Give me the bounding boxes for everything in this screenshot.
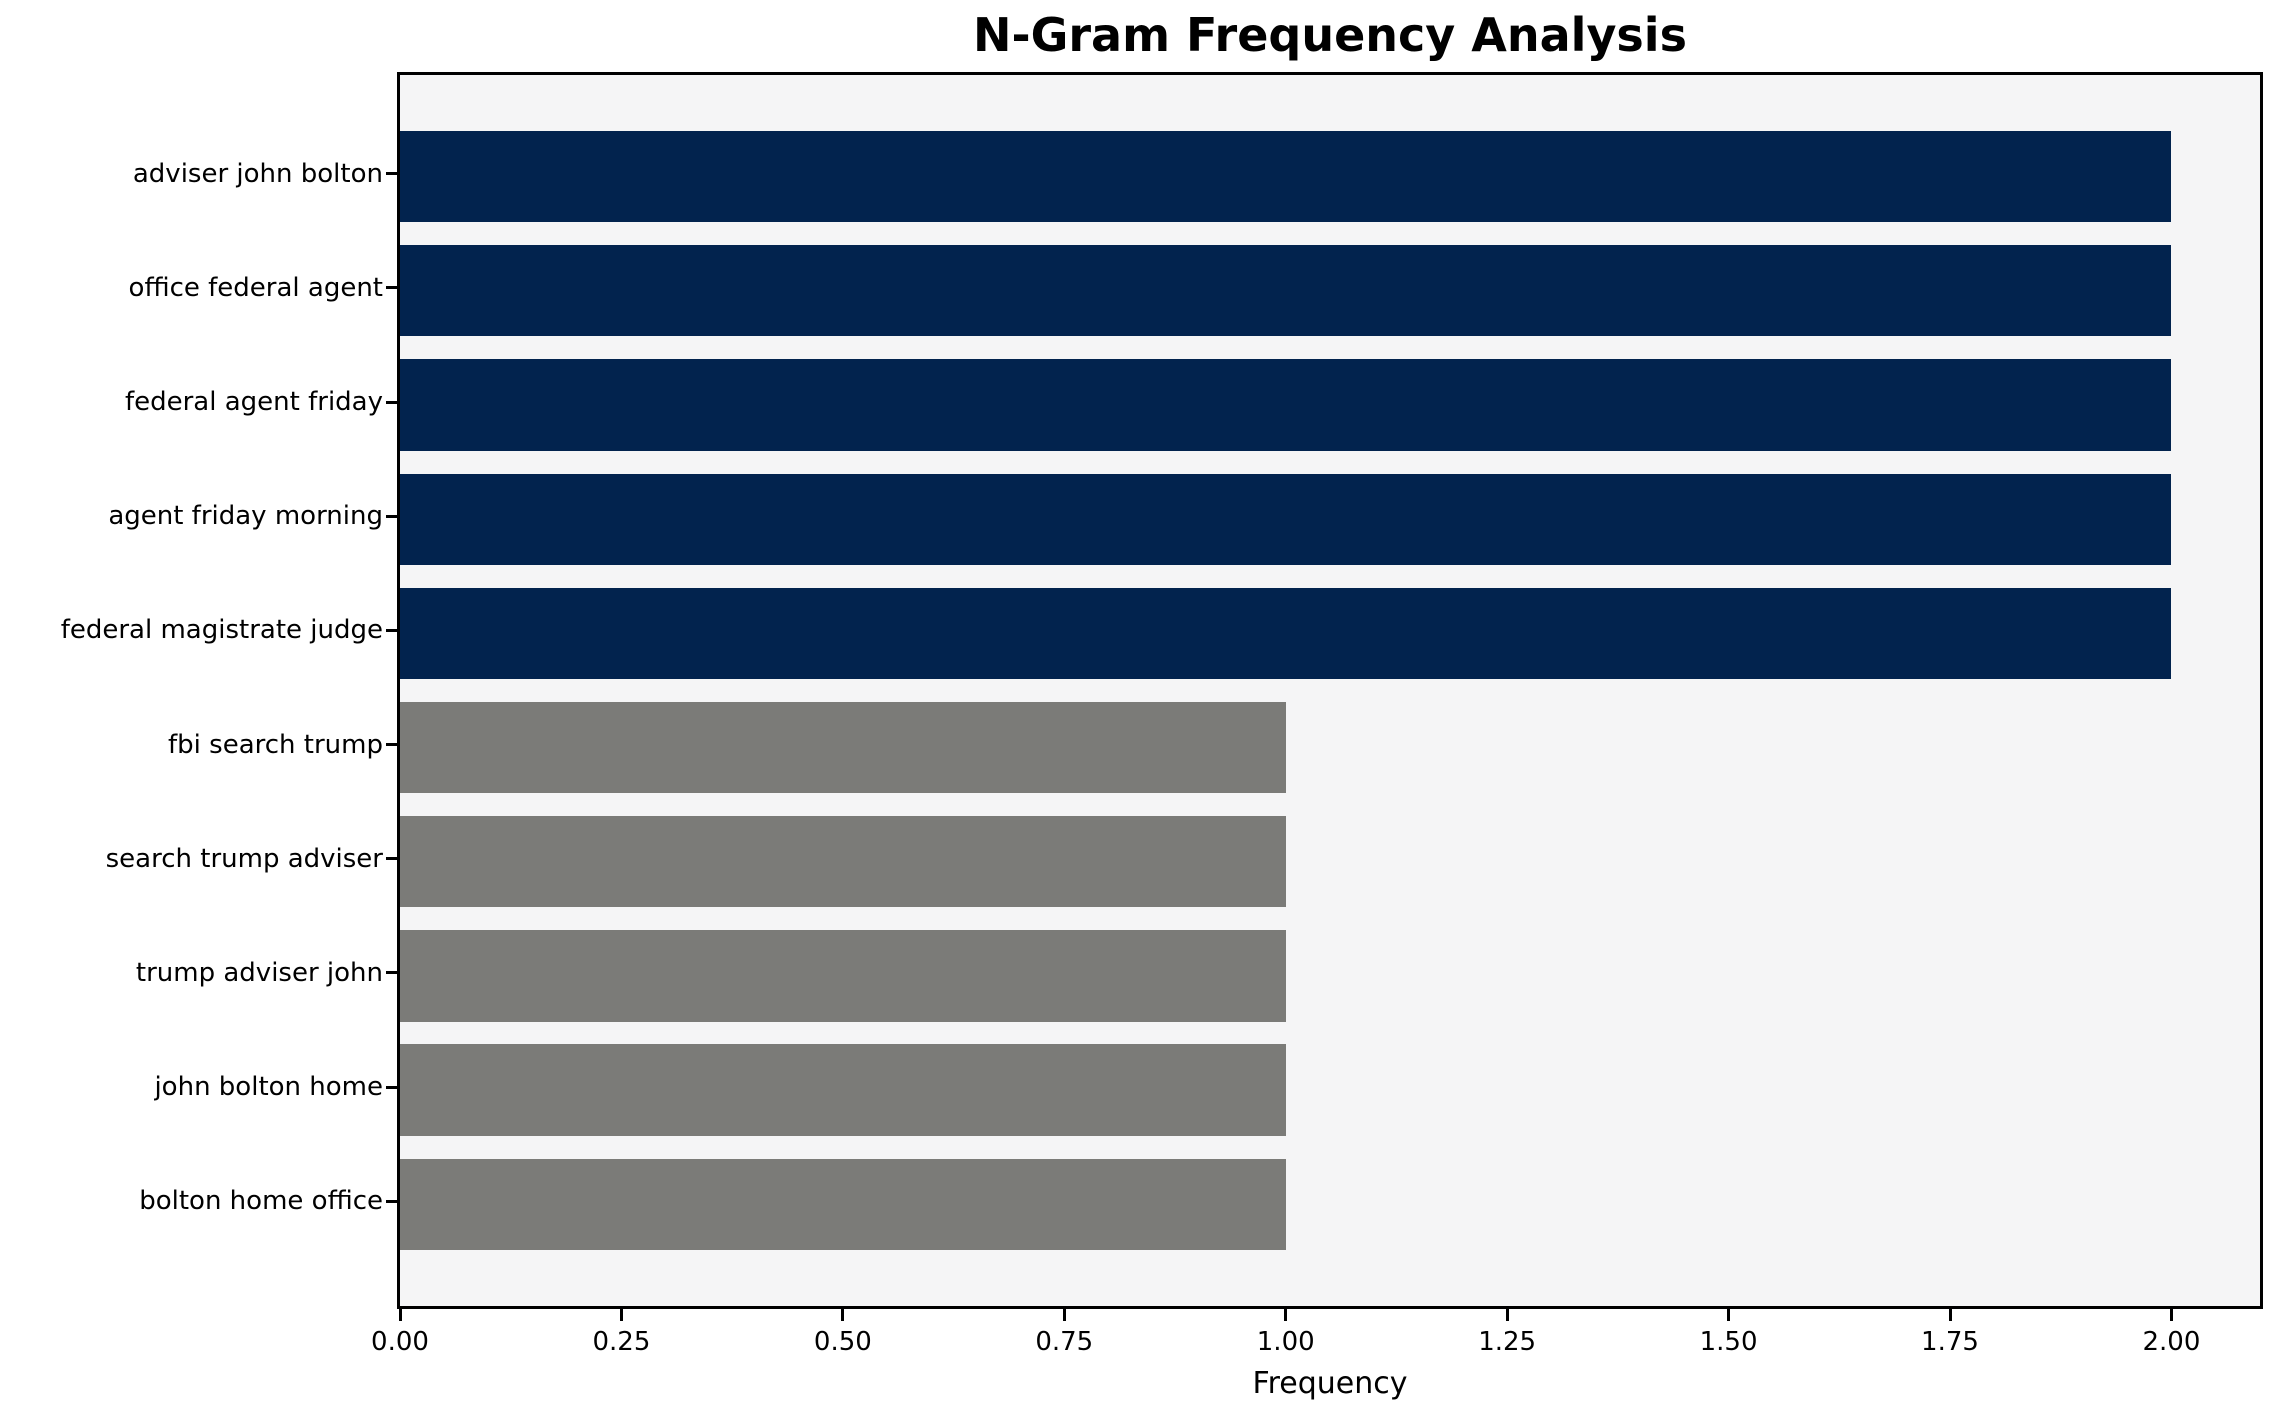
y-tick-label: agent friday morning [108,501,383,532]
x-axis-label: Frequency [1252,1366,1408,1401]
y-tick-label: bolton home office [139,1186,383,1217]
x-tick-mark [398,1309,402,1321]
y-tick-mark [386,628,397,632]
bar-fbi-search-trump [400,701,1286,794]
y-tick-label: john bolton home [154,1072,383,1103]
y-tick-label: search trump adviser [105,843,383,874]
x-tick-mark [1062,1309,1066,1321]
bar-federal-agent-friday [400,359,2172,451]
x-tick-mark [1948,1309,1952,1321]
x-tick-label: 1.75 [1921,1327,1979,1357]
chart-title: N-Gram Frequency Analysis [973,8,1687,62]
x-tick-mark [1284,1309,1288,1321]
y-tick-label: adviser john bolton [132,158,383,189]
y-tick-label: fbi search trump [168,729,383,760]
y-tick-label: federal magistrate judge [60,615,383,646]
y-tick-mark [386,743,397,747]
bar-office-federal-agent [400,245,2172,337]
y-tick-mark [386,286,397,290]
x-tick-label: 1.25 [1478,1327,1537,1357]
bar-agent-friday-morning [400,473,2172,565]
x-tick-label: 1.00 [1256,1327,1315,1357]
x-tick-label: 0.00 [371,1327,429,1357]
y-tick-mark [386,1085,397,1089]
y-tick-label: federal agent friday [124,387,383,418]
x-tick-mark [2169,1309,2173,1321]
y-tick-mark [386,172,397,176]
plot-area [397,72,2263,1309]
y-tick-mark [386,400,397,404]
bar-federal-magistrate-judge [400,587,2172,680]
y-tick-label: office federal agent [128,272,383,303]
x-tick-mark [1505,1309,1509,1321]
x-tick-label: 2.00 [2142,1327,2201,1357]
bar-bolton-home-office [400,1158,1286,1251]
x-tick-label: 0.75 [1035,1327,1094,1357]
x-tick-label: 0.25 [592,1327,651,1357]
x-tick-mark [841,1309,845,1321]
y-tick-mark [386,971,397,975]
bar-john-bolton-home [400,1044,1286,1136]
y-tick-mark [386,1199,397,1203]
x-tick-mark [619,1309,623,1321]
x-tick-mark [1727,1309,1731,1321]
y-tick-mark [386,857,397,861]
x-tick-label: 1.50 [1699,1327,1758,1357]
x-tick-label: 0.50 [813,1327,872,1357]
y-tick-mark [386,514,397,518]
bar-trump-adviser-john [400,930,1286,1022]
y-tick-label: trump adviser john [135,957,383,988]
bar-adviser-john-bolton [400,130,2172,223]
bar-search-trump-adviser [400,816,1286,908]
